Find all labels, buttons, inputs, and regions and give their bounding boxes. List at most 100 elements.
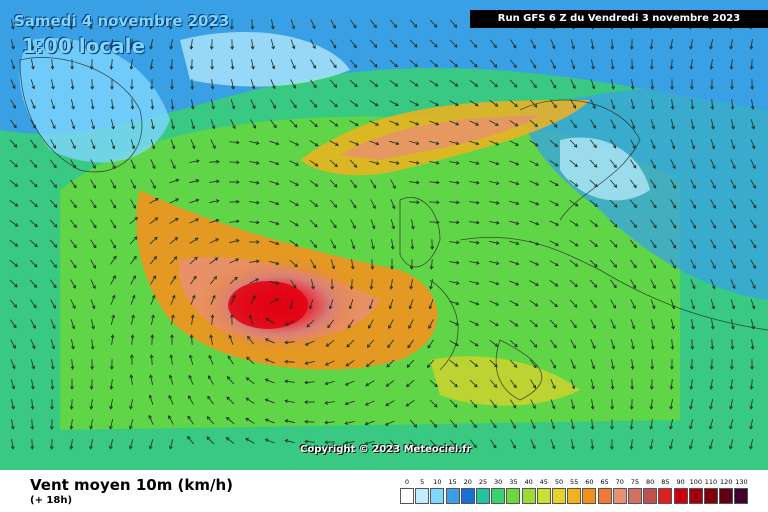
wind-arrow: [510, 439, 516, 449]
wind-arrow: [429, 59, 438, 67]
wind-arrow: [284, 340, 295, 345]
wind-arrow: [89, 419, 94, 430]
wind-arrow: [590, 299, 597, 309]
wind-arrow: [549, 160, 559, 167]
wind-arrow: [570, 379, 576, 390]
wind-arrow: [245, 417, 255, 424]
wind-arrow: [529, 140, 539, 147]
legend-swatch: [734, 488, 749, 504]
wind-arrow: [409, 39, 418, 48]
wind-arrow: [90, 139, 96, 150]
wind-arrow: [309, 140, 319, 147]
wind-arrow: [650, 259, 657, 269]
wind-arrow: [304, 360, 315, 365]
legend-tick: 0: [404, 478, 410, 486]
wind-arrow: [709, 59, 714, 70]
wind-arrow: [369, 160, 380, 165]
wind-arrow: [249, 278, 260, 284]
wind-arrow: [385, 380, 395, 387]
wind-arrow: [330, 239, 336, 249]
wind-arrow: [190, 275, 197, 285]
wind-arrow: [368, 299, 374, 310]
wind-arrow: [324, 440, 335, 445]
wind-arrow: [170, 159, 176, 170]
wind-arrow: [229, 258, 240, 264]
wind-arrows: [9, 19, 757, 450]
wind-arrow: [229, 199, 240, 204]
wind-arrow: [110, 79, 114, 90]
wind-arrow: [730, 79, 734, 90]
wind-arrow: [449, 120, 460, 126]
legend-tick: 85: [661, 478, 670, 486]
wind-arrow: [324, 400, 335, 405]
wind-arrow: [670, 119, 675, 130]
wind-arrow: [209, 276, 218, 285]
wind-arrow: [9, 139, 18, 148]
wind-arrow: [270, 119, 277, 129]
wind-arrow: [209, 238, 220, 244]
wind-arrow: [489, 39, 497, 49]
wind-arrow: [90, 239, 97, 249]
wind-arrow: [489, 100, 499, 107]
wind-arrow: [70, 319, 76, 330]
wind-arrow: [264, 338, 275, 344]
wind-arrow: [229, 314, 234, 325]
wind-arrow: [9, 200, 19, 207]
wind-arrow: [10, 439, 15, 450]
wind-arrow: [71, 339, 75, 350]
wind-arrow: [29, 279, 38, 288]
wind-arrow: [590, 359, 596, 370]
wind-arrow: [429, 220, 440, 225]
wind-arrow: [325, 339, 335, 347]
wind-arrow: [730, 139, 736, 150]
wind-arrow: [530, 379, 537, 389]
wind-arrow: [130, 139, 136, 150]
wind-arrow: [9, 240, 19, 247]
wind-arrow: [150, 159, 156, 170]
wind-arrow: [409, 439, 418, 448]
wind-arrow: [310, 39, 316, 49]
wind-arrow: [550, 439, 556, 450]
wind-arrow: [110, 119, 115, 130]
wind-arrow: [509, 140, 519, 146]
wind-arrow: [269, 200, 280, 206]
wind-arrow: [490, 439, 497, 449]
wind-arrow: [730, 219, 737, 229]
wind-arrow: [609, 219, 618, 228]
wind-arrow: [569, 299, 578, 308]
wind-arrow: [449, 59, 458, 68]
wind-arrow: [109, 399, 113, 410]
wind-arrow: [449, 320, 460, 326]
wind-arrow: [9, 299, 18, 308]
wind-arrow: [49, 179, 57, 188]
wind-arrow: [489, 339, 499, 347]
wind-arrow: [469, 160, 480, 165]
wind-arrow: [549, 180, 559, 186]
wind-arrow: [129, 399, 133, 410]
wind-arrow: [129, 354, 134, 365]
wind-arrow: [49, 419, 54, 430]
wind-arrow: [489, 241, 500, 245]
wind-arrow: [489, 320, 499, 326]
wind-arrow: [170, 275, 177, 285]
wind-arrow: [509, 200, 520, 206]
wind-arrow: [569, 139, 578, 148]
wind-arrow: [69, 239, 77, 249]
legend-swatch: [430, 488, 445, 504]
wind-arrow: [750, 239, 757, 249]
wind-arrow: [90, 339, 95, 350]
wind-arrow: [50, 279, 57, 289]
wind-arrow: [349, 100, 359, 107]
wind-arrow: [690, 219, 696, 229]
legend-tick: 70: [615, 478, 624, 486]
wind-arrow: [50, 339, 56, 350]
wind-arrow: [469, 220, 480, 225]
wind-arrow: [149, 255, 157, 265]
legend-title: Vent moyen 10m (km/h): [30, 476, 234, 494]
wind-arrow: [406, 359, 415, 368]
legend-swatch: [521, 488, 536, 504]
wind-arrow: [750, 359, 754, 370]
wind-arrow: [250, 39, 255, 50]
wind-arrow: [690, 259, 696, 269]
wind-arrow: [110, 159, 116, 170]
